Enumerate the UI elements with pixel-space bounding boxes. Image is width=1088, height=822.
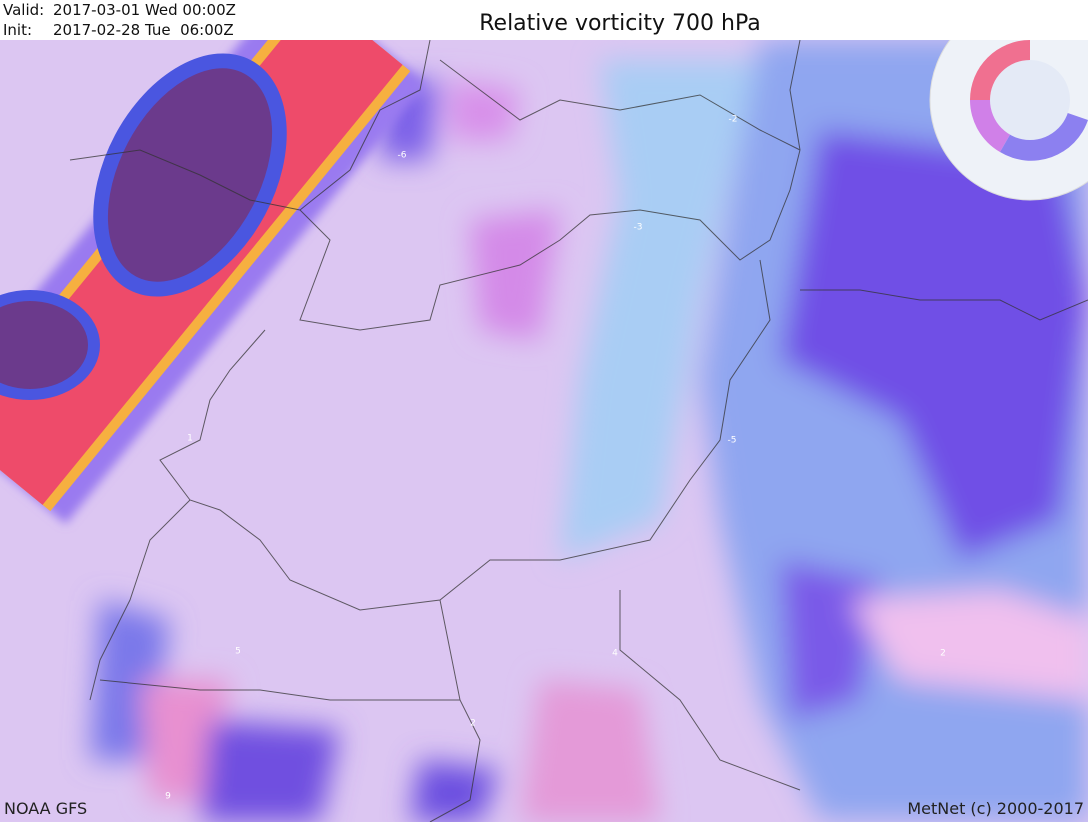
contour-label: 2	[940, 649, 946, 659]
header-bar	[0, 0, 1088, 40]
contour-label: 2	[470, 719, 476, 729]
contour-label: -6	[398, 151, 407, 161]
init-time: 2017-02-28 Tue 06:00Z	[53, 21, 234, 39]
credit: MetNet (c) 2000-2017	[907, 799, 1084, 818]
map	[0, 40, 1088, 822]
jet-band	[0, 40, 426, 524]
valid-time: 2017-03-01 Wed 00:00Z	[53, 1, 236, 19]
source: NOAA GFS	[4, 799, 87, 818]
legend-wheel	[929, 0, 1088, 201]
contour-label: -5	[728, 436, 737, 446]
map-title: Relative vorticity 700 hPa	[479, 11, 761, 36]
valid-label: Valid:	[3, 1, 44, 19]
contour-label: -3	[634, 223, 643, 233]
contour-label: 4	[612, 649, 618, 659]
contour-label: 9	[165, 792, 171, 802]
contour-label: 5	[235, 647, 241, 657]
borders	[69, 40, 1088, 822]
contour-label: 1	[187, 434, 193, 444]
init-label: Init:	[3, 21, 32, 39]
contour-label: -2	[729, 115, 738, 125]
